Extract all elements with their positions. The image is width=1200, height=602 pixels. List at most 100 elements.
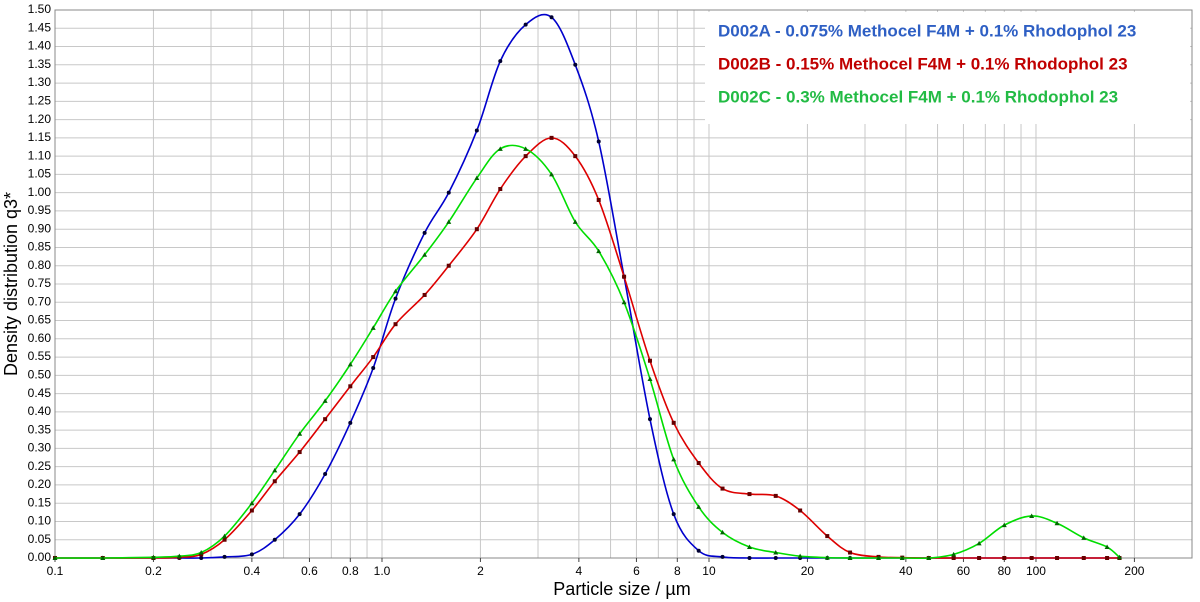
marker: [773, 550, 779, 555]
marker: [926, 555, 932, 560]
marker: [497, 146, 503, 151]
marker: [1029, 556, 1034, 560]
marker: [297, 431, 303, 436]
y-tick-label: 0.70: [28, 294, 52, 308]
y-tick-label: 1.35: [28, 57, 52, 71]
y-tick-label: 0.10: [28, 514, 52, 528]
x-tick-label: 200: [1124, 564, 1144, 578]
x-axis-label: Particle size / µm: [553, 579, 690, 599]
marker: [720, 529, 726, 535]
marker: [773, 493, 778, 498]
marker: [474, 227, 479, 232]
marker: [573, 62, 578, 67]
marker: [272, 467, 278, 473]
y-tick-label: 1.45: [28, 20, 52, 34]
marker: [647, 376, 653, 381]
marker: [52, 555, 58, 560]
legend-box: [705, 12, 1190, 124]
y-tick-label: 1.30: [28, 75, 52, 89]
y-tick-label: 0.15: [28, 495, 52, 509]
marker: [323, 471, 328, 476]
marker: [976, 540, 982, 546]
series-line: [55, 137, 1120, 559]
marker: [647, 417, 652, 422]
marker: [474, 175, 480, 181]
marker: [393, 288, 399, 294]
marker: [222, 533, 228, 539]
marker: [272, 479, 277, 484]
marker: [370, 325, 376, 330]
marker: [951, 551, 957, 557]
y-tick-label: 0.30: [28, 441, 52, 455]
marker: [671, 512, 676, 517]
marker: [720, 486, 725, 491]
marker: [422, 292, 427, 297]
marker: [150, 554, 156, 560]
marker: [348, 384, 353, 389]
marker: [596, 248, 602, 254]
marker: [549, 15, 554, 20]
y-tick-label: 0.35: [28, 422, 52, 436]
y-tick-label: 0.25: [28, 459, 52, 473]
marker: [393, 322, 398, 327]
marker: [1002, 556, 1007, 560]
marker: [297, 512, 302, 517]
y-tick-label: 1.25: [28, 94, 52, 108]
y-tick-label: 1.40: [28, 39, 52, 53]
marker: [249, 500, 255, 506]
marker: [1029, 513, 1035, 518]
x-tick-label: 0.2: [145, 564, 162, 578]
x-tick-label: 2: [477, 564, 484, 578]
x-tick-label: 6: [633, 564, 640, 578]
y-tick-label: 0.75: [28, 276, 52, 290]
marker: [422, 252, 428, 257]
y-tick-label: 0.60: [28, 331, 52, 345]
marker: [446, 263, 451, 268]
y-tick-label: 1.50: [28, 2, 52, 16]
marker: [720, 554, 725, 559]
y-tick-label: 0.45: [28, 386, 52, 400]
marker: [1001, 522, 1007, 528]
marker: [773, 556, 778, 560]
y-tick-label: 0.80: [28, 258, 52, 272]
y-tick-label: 0.50: [28, 368, 52, 382]
marker: [825, 534, 830, 539]
marker: [596, 139, 601, 144]
marker: [696, 548, 701, 553]
y-tick-label: 0.20: [28, 477, 52, 491]
marker: [1055, 556, 1060, 560]
marker: [622, 274, 627, 279]
legend-label: D002B - 0.15% Methocel F4M + 0.1% Rhodop…: [718, 54, 1128, 73]
series-line: [54, 144, 1120, 560]
x-tick-label: 0.8: [342, 564, 359, 578]
marker: [422, 230, 427, 235]
x-tick-label: 1.0: [374, 564, 391, 578]
y-tick-label: 0.00: [28, 550, 52, 564]
marker: [876, 555, 882, 560]
marker: [446, 219, 452, 224]
plot-frame: [54, 9, 1193, 559]
marker: [1081, 556, 1086, 560]
marker: [249, 508, 254, 513]
y-tick-label: 0.40: [28, 404, 52, 418]
marker: [348, 420, 353, 425]
marker: [498, 187, 503, 192]
y-tick-label: 0.05: [28, 532, 52, 546]
marker: [474, 128, 479, 133]
marker: [596, 197, 601, 202]
marker: [371, 366, 376, 371]
marker: [1116, 554, 1122, 560]
marker: [523, 154, 528, 159]
marker: [176, 553, 182, 559]
marker: [797, 553, 803, 559]
marker: [951, 556, 956, 560]
y-tick-label: 0.65: [28, 313, 52, 327]
marker: [1105, 556, 1110, 560]
marker: [847, 555, 853, 560]
x-tick-label: 0.4: [244, 564, 261, 578]
marker: [647, 358, 652, 363]
marker: [347, 361, 353, 367]
y-tick-label: 0.90: [28, 221, 52, 235]
marker: [824, 555, 830, 560]
y-tick-label: 1.15: [28, 130, 52, 144]
